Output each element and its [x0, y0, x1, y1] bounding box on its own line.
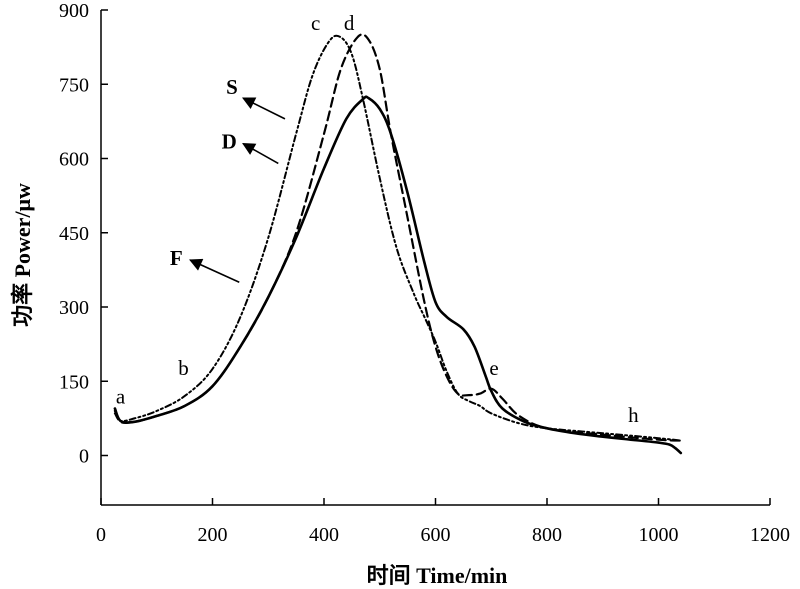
- annotation-label-b: b: [178, 356, 189, 380]
- y-tick-label: 300: [59, 297, 89, 319]
- axes: 0 150 300 450 600 750 900 0 200 400 600 800 1000 1200: [59, 0, 790, 546]
- y-tick-label: 900: [59, 0, 89, 22]
- annotation-label-d: d: [344, 11, 355, 35]
- y-tick-label: 450: [59, 223, 89, 245]
- series-group: [113, 33, 683, 455]
- x-tick-label: 600: [421, 524, 451, 546]
- x-tick-label: 1200: [750, 524, 790, 546]
- annotation-arrow: [189, 258, 240, 283]
- y-tick-label: 150: [59, 371, 89, 393]
- y-tick-label: 600: [59, 149, 89, 171]
- annotation-label-d: D: [222, 130, 237, 154]
- annotation-arrow: [242, 142, 279, 165]
- annotation-label-h: h: [628, 403, 639, 427]
- x-tick-label: 1000: [639, 524, 679, 546]
- annotation-label-c: c: [311, 11, 320, 35]
- annotation-label-a: a: [116, 385, 126, 409]
- x-tick-label: 0: [96, 524, 106, 546]
- x-tick-label: 200: [198, 524, 228, 546]
- series-line-s: [113, 95, 683, 455]
- y-tick-label: 750: [59, 74, 89, 96]
- x-tick-label: 800: [532, 524, 562, 546]
- x-tick-label: 400: [309, 524, 339, 546]
- annotation-label-s: S: [226, 75, 238, 99]
- series-line-d: [113, 33, 682, 442]
- series-line-f: [113, 34, 682, 442]
- y-tick-label: 0: [79, 446, 89, 468]
- annotations-group: a b c d e h S D F: [116, 11, 639, 427]
- y-axis-label: 功率 Power/μw: [10, 183, 35, 327]
- annotation-label-f: F: [170, 246, 183, 270]
- annotation-label-e: e: [489, 356, 498, 380]
- annotation-arrow: [242, 97, 286, 120]
- x-axis-label: 时间 Time/min: [367, 563, 508, 588]
